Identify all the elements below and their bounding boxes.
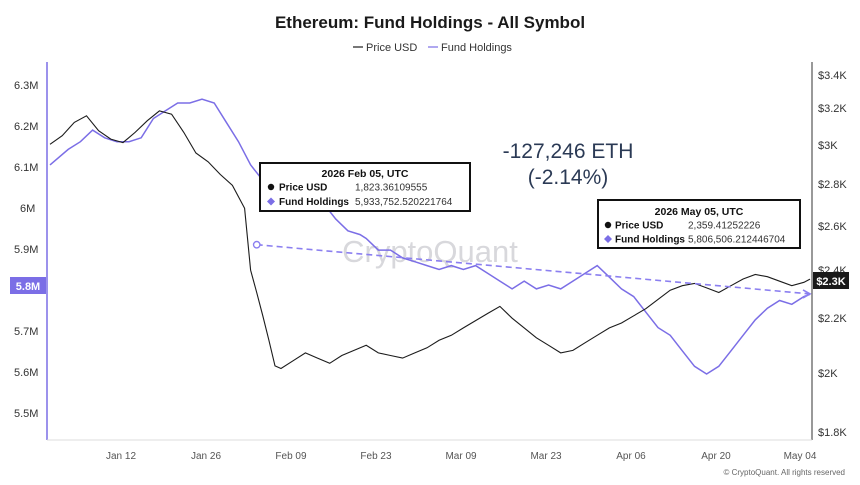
trend-arrow-head xyxy=(802,289,812,299)
tooltip-feb: 2026 Feb 05, UTC Price USD 1,823.3610955… xyxy=(259,162,471,212)
right-y-tick: $3K xyxy=(818,140,838,152)
tooltip-feb-price-dot xyxy=(267,183,275,191)
x-tick: Apr 06 xyxy=(616,451,646,462)
left-badge-bg xyxy=(10,277,46,294)
change-percent: (-2.14%) xyxy=(528,166,609,189)
left-y-tick: 5.6M xyxy=(14,367,38,379)
right-y-ticks: $3.4K $3.2K $3K $2.8K $2.6K $2.4K $2.2K … xyxy=(818,70,847,439)
right-y-tick: $2K xyxy=(818,368,838,380)
legend-fund-label[interactable]: Fund Holdings xyxy=(441,42,512,54)
legend-price-label[interactable]: Price USD xyxy=(366,42,417,54)
series-line-fund-holdings[interactable] xyxy=(49,98,811,375)
series-line-price-usd[interactable] xyxy=(49,110,811,370)
right-badge-bg xyxy=(813,272,849,289)
right-y-tick: $3.4K xyxy=(818,70,847,82)
x-tick: Mar 23 xyxy=(530,451,562,462)
left-current-badge: 5.8M xyxy=(10,277,46,294)
right-badge-text: $2.3K xyxy=(816,276,845,288)
legend: Price USD Fund Holdings xyxy=(353,42,512,54)
right-y-tick: $2.6K xyxy=(818,221,847,233)
x-tick: Jan 26 xyxy=(191,451,221,462)
series-line-trend[interactable] xyxy=(256,243,811,295)
right-y-tick: $2.2K xyxy=(818,313,847,325)
tooltip-feb-fund-value: 5,933,752.520221764 xyxy=(355,197,453,208)
tooltip-may-fund-diamond xyxy=(604,235,612,243)
x-tick: Jan 12 xyxy=(106,451,136,462)
series-layer xyxy=(49,98,812,375)
right-y-tick: $3.2K xyxy=(818,103,847,115)
left-y-tick: 5.7M xyxy=(14,326,38,338)
change-amount: -127,246 ETH xyxy=(503,140,634,163)
right-current-badge: $2.3K xyxy=(813,272,849,289)
x-tick: Apr 20 xyxy=(701,451,731,462)
left-y-tick: 6.2M xyxy=(14,121,38,133)
x-tick: Feb 09 xyxy=(275,451,307,462)
left-y-tick: 6.1M xyxy=(14,162,38,174)
x-ticks: Jan 12 Jan 26 Feb 09 Feb 23 Mar 09 Mar 2… xyxy=(106,451,817,462)
x-tick: May 04 xyxy=(784,451,817,462)
tooltip-may-price-dot xyxy=(604,221,612,229)
left-y-tick: 6M xyxy=(20,203,35,215)
tooltip-feb-box xyxy=(259,162,471,212)
right-y-tick: $2.8K xyxy=(818,179,847,191)
x-tick: Mar 09 xyxy=(445,451,477,462)
tooltip-may-box xyxy=(597,199,801,249)
trend-start-point xyxy=(252,240,261,249)
tooltip-may-price-value: 2,359.41252226 xyxy=(688,221,761,232)
tooltip-feb-date: 2026 Feb 05, UTC xyxy=(322,168,409,180)
left-y-tick: 6.3M xyxy=(14,80,38,92)
left-y-tick: 5.5M xyxy=(14,408,38,420)
left-y-ticks: 6.3M 6.2M 6.1M 6M 5.9M 5.7M 5.6M 5.5M xyxy=(14,80,38,420)
tooltip-may-fund-value: 5,806,506.212446704 xyxy=(688,235,786,246)
tooltip-may-price-label: Price USD xyxy=(615,221,663,232)
left-badge-text: 5.8M xyxy=(16,281,40,293)
watermark: CryptoQuant xyxy=(342,234,518,269)
tooltip-may-fund-label: Fund Holdings xyxy=(615,235,685,246)
right-y-tick: $1.8K xyxy=(818,427,847,439)
left-y-tick: 5.9M xyxy=(14,244,38,256)
copyright: © CryptoQuant. All rights reserved xyxy=(724,468,846,477)
tooltip-feb-fund-diamond xyxy=(267,197,275,206)
tooltip-feb-price-label: Price USD xyxy=(279,183,327,194)
tooltip-feb-price-value: 1,823.36109555 xyxy=(355,183,428,194)
chart-title: Ethereum: Fund Holdings - All Symbol xyxy=(275,13,585,32)
x-tick: Feb 23 xyxy=(360,451,392,462)
tooltip-may: 2026 May 05, UTC Price USD 2,359.4125222… xyxy=(597,199,801,249)
tooltip-may-date: 2026 May 05, UTC xyxy=(655,206,744,218)
tooltip-feb-fund-label: Fund Holdings xyxy=(279,197,349,208)
